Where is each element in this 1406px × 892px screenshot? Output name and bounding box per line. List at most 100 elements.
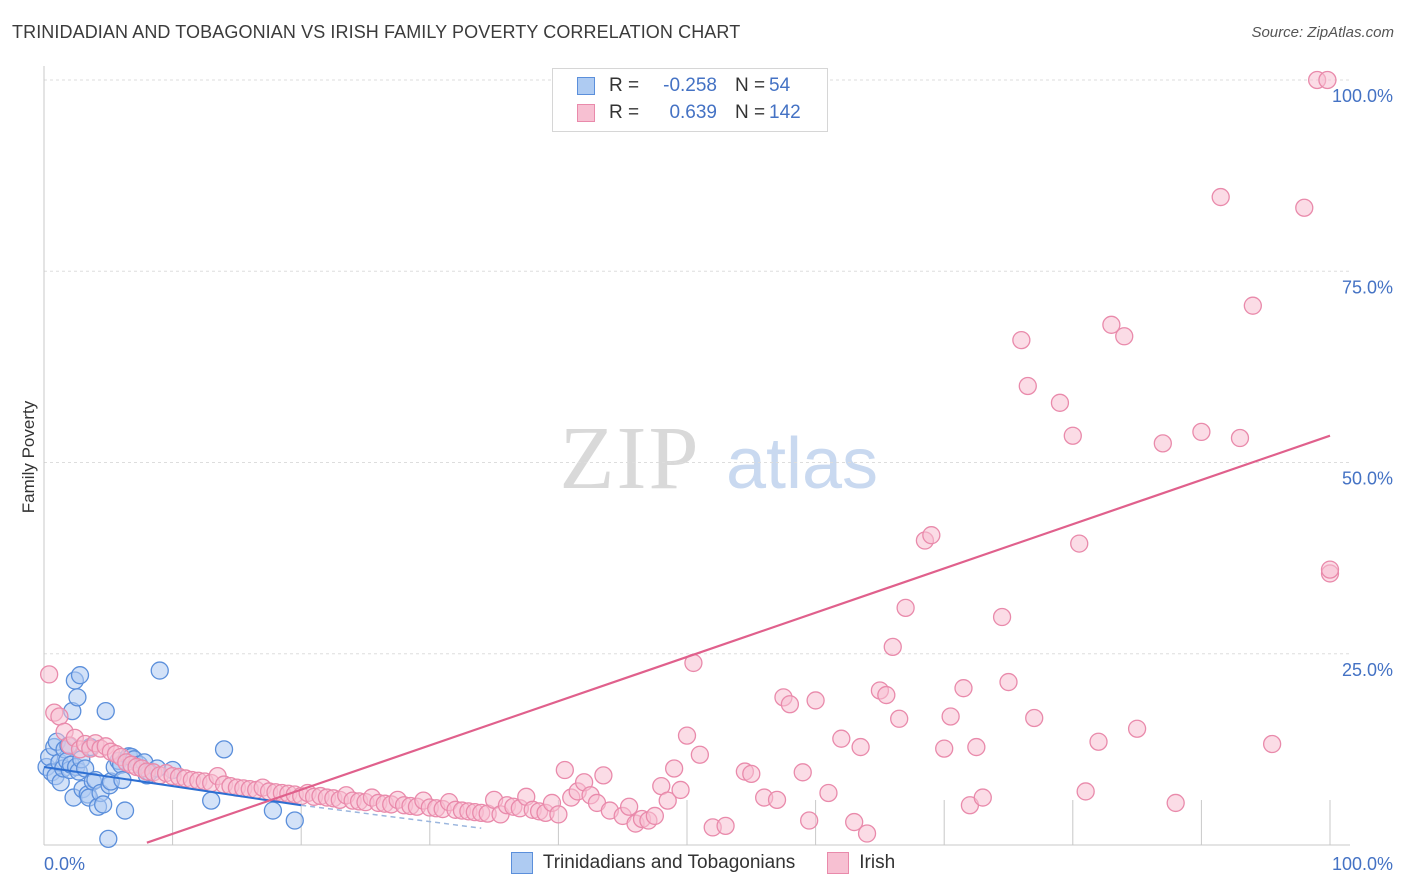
irish-point — [1025, 708, 1044, 728]
irish-point — [1102, 315, 1121, 334]
irish-point — [806, 691, 825, 710]
irish-point — [793, 763, 812, 782]
legend-n-label: N = — [735, 102, 766, 123]
irish-point — [857, 824, 877, 843]
trinidadian-point — [94, 795, 113, 814]
irish-point — [800, 811, 819, 830]
irish-point — [619, 797, 639, 816]
y-tick-label: 25.0% — [1342, 660, 1393, 680]
irish-point — [877, 685, 896, 705]
irish-point — [941, 707, 960, 726]
trinidadian-point — [99, 829, 118, 849]
irish-point — [819, 783, 838, 803]
irish-point — [1070, 534, 1089, 553]
irish-point — [39, 665, 59, 684]
series-label-trinidadian: Trinidadians and Tobagonians — [542, 852, 796, 873]
watermark-atlas: atlas — [726, 424, 878, 504]
irish-point — [690, 745, 710, 764]
legend-r-label: R = — [609, 102, 640, 123]
series-legend-irish[interactable]: Irish — [827, 852, 895, 874]
irish-point — [1127, 719, 1147, 738]
trinidadian-point — [202, 791, 221, 810]
irish-point — [896, 598, 915, 617]
irish-point — [1089, 732, 1108, 751]
series-swatch-trinidadian — [510, 852, 533, 874]
series-label-irish: Irish — [859, 852, 896, 873]
stats-legend: R = -0.258 N = 54 R = 0.639 N = 142 — [552, 68, 828, 132]
legend-n-value: 142 — [769, 102, 801, 123]
irish-point — [1320, 560, 1340, 579]
irish-point — [594, 766, 613, 785]
trinidadian-point — [214, 740, 234, 759]
irish-point — [992, 607, 1012, 627]
irish-point — [954, 679, 973, 698]
x-tick-label: 100.0% — [1332, 854, 1393, 874]
series-swatch-irish — [827, 852, 850, 874]
y-tick-label: 75.0% — [1342, 277, 1393, 297]
irish-point — [973, 788, 992, 807]
trinidadian-point — [285, 811, 304, 830]
trinidadian-point — [70, 666, 90, 685]
legend-row-irish: R = 0.639 N = 142 — [553, 100, 809, 126]
irish-point — [767, 790, 787, 810]
y-tick-label: 50.0% — [1342, 469, 1393, 489]
irish-point — [845, 812, 864, 832]
irish-point — [832, 729, 851, 748]
irish-point — [780, 695, 800, 714]
irish-point — [1153, 434, 1172, 453]
watermark-zip: ZIP — [560, 409, 701, 508]
legend-r-value: 0.639 — [669, 102, 717, 123]
y-tick-label: 100.0% — [1332, 86, 1393, 106]
irish-point — [1050, 393, 1070, 412]
grid — [44, 79, 1350, 655]
legend-n-label: N = — [735, 75, 766, 96]
irish-point — [555, 760, 574, 780]
irish-point — [1262, 734, 1282, 754]
irish-point — [883, 637, 902, 657]
irish-point — [1243, 296, 1262, 315]
irish-point — [716, 816, 735, 836]
trinidadian-point — [115, 801, 135, 820]
irish-point — [645, 806, 664, 826]
irish-point — [658, 791, 677, 810]
chart-title: TRINIDADIAN AND TOBAGONIAN VS IRISH FAMI… — [12, 22, 741, 42]
trinidadian-trend-extension — [301, 804, 482, 829]
irish-point — [671, 780, 690, 800]
legend-row-trinidadian: R = -0.258 N = 54 — [553, 73, 809, 99]
source-label: Source: ZipAtlas.com — [1251, 24, 1394, 41]
tick-labels: 25.0% 50.0% 75.0% 100.0% 0.0% 100.0% — [44, 86, 1393, 874]
legend-swatch-trinidadian — [577, 77, 595, 95]
irish-trend-line — [146, 434, 1331, 844]
irish-point — [1063, 426, 1082, 445]
irish-point — [1230, 428, 1250, 448]
irish-point — [1076, 782, 1095, 801]
trinidadian-point — [96, 701, 115, 721]
y-axis-label: Family Poverty — [19, 400, 38, 513]
irish-point — [677, 726, 697, 745]
legend-r-label: R = — [609, 75, 640, 96]
irish-point — [890, 709, 909, 728]
trinidadian-point — [150, 661, 169, 680]
x-tick-label: 0.0% — [44, 854, 85, 874]
irish-point — [851, 737, 870, 757]
irish-point — [50, 707, 69, 726]
trinidadian-trend-line — [43, 765, 302, 807]
irish-point — [967, 737, 986, 757]
series-legend-trinidadian[interactable]: Trinidadians and Tobagonians — [510, 852, 796, 874]
series-legend: Trinidadians and Tobagonians Irish — [0, 852, 1406, 874]
irish-point — [1318, 70, 1337, 90]
irish-point — [922, 526, 941, 545]
irish-point — [1211, 187, 1230, 207]
irish-point — [1166, 793, 1185, 813]
watermark: ZIP atlas — [560, 409, 879, 508]
irish-point — [999, 672, 1018, 692]
trend-lines — [43, 434, 1331, 844]
trinidadian-point — [263, 801, 283, 820]
irish-point — [1018, 376, 1037, 396]
irish-point — [664, 759, 684, 778]
legend-swatch-irish — [577, 104, 595, 122]
legend-r-value: -0.258 — [663, 75, 717, 96]
legend-n-value: 54 — [769, 75, 791, 96]
irish-point — [1115, 327, 1134, 346]
